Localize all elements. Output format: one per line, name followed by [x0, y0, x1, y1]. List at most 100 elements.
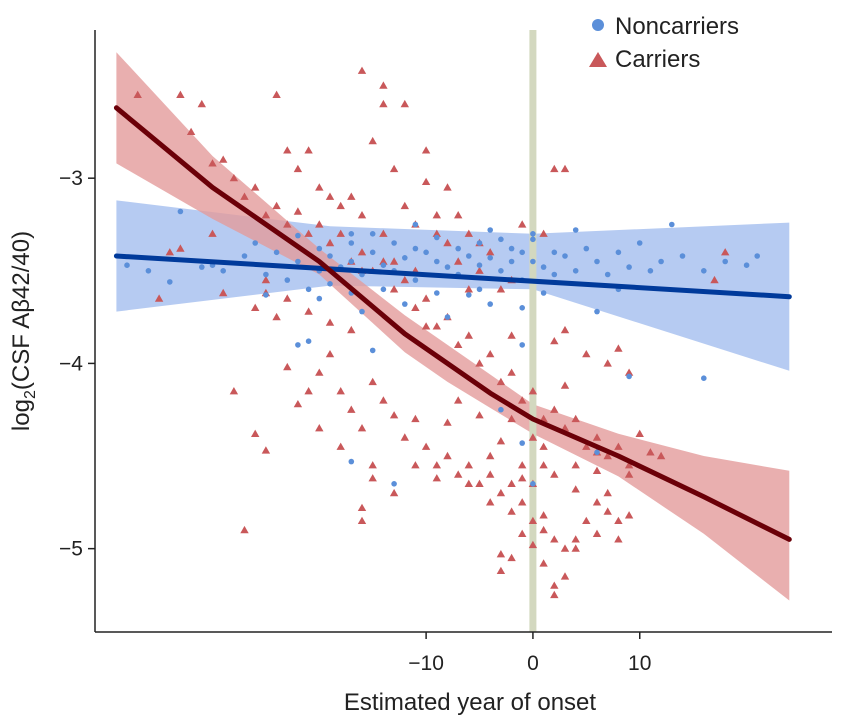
- carrier-point: [721, 248, 730, 256]
- carrier-point: [261, 446, 271, 454]
- y-tick-label: −4: [59, 352, 83, 375]
- carrier-point: [464, 461, 473, 469]
- onset-reference-line: [529, 30, 537, 632]
- y-axis-title: log2(CSF Aβ42/40): [8, 231, 39, 431]
- carrier-point: [518, 461, 527, 469]
- noncarrier-point: [530, 231, 536, 237]
- noncarrier-point: [199, 264, 205, 270]
- carrier-point: [464, 479, 473, 487]
- noncarrier-point: [658, 258, 664, 265]
- y-tick-label: −3: [59, 167, 83, 190]
- noncarrier-point: [241, 253, 248, 259]
- carrier-point: [614, 442, 623, 450]
- carrier-point: [208, 229, 217, 237]
- carrier-point: [539, 442, 548, 450]
- carrier-point: [464, 331, 473, 339]
- noncarrier-point: [508, 258, 515, 265]
- noncarrier-point: [348, 231, 355, 237]
- carrier-point: [496, 488, 506, 497]
- carrier-point: [518, 529, 527, 537]
- carrier-point: [614, 535, 623, 543]
- carrier-point: [315, 183, 324, 191]
- carrier-point: [582, 350, 591, 358]
- carrier-point: [635, 429, 644, 437]
- noncarrier-point: [295, 232, 301, 239]
- carrier-point: [592, 529, 602, 537]
- carrier-point: [475, 479, 484, 487]
- noncarrier-point: [519, 440, 525, 446]
- noncarrier-point: [466, 253, 472, 259]
- carrier-point: [518, 220, 527, 228]
- carrier-point: [475, 266, 484, 274]
- y-axis-title-prefix: log: [8, 399, 35, 431]
- noncarrier-point: [562, 253, 568, 259]
- carrier-point: [379, 396, 388, 404]
- carrier-point: [186, 127, 196, 135]
- carrier-point: [283, 362, 292, 371]
- noncarrier-point: [252, 240, 258, 246]
- carrier-point: [347, 325, 356, 334]
- carrier-point: [486, 248, 495, 256]
- carrier-point: [251, 429, 260, 437]
- carrier-point: [571, 544, 580, 552]
- carrier-point: [496, 377, 506, 386]
- carrier-point: [400, 275, 409, 284]
- carrier-point: [421, 177, 431, 185]
- carrier-point: [304, 229, 313, 237]
- noncarrier-point: [412, 277, 419, 283]
- carrier-point: [165, 248, 174, 256]
- noncarrier-point: [145, 268, 152, 274]
- carrier-point: [464, 285, 473, 293]
- noncarrier-point: [348, 258, 355, 265]
- carrier-point: [400, 99, 409, 108]
- carrier-point: [133, 90, 142, 98]
- carrier-point: [496, 285, 506, 293]
- noncarrier-point: [487, 254, 494, 261]
- noncarrier-point: [295, 342, 301, 348]
- noncarrier-point: [679, 253, 686, 259]
- carrier-point: [432, 229, 441, 237]
- carrier-point: [304, 307, 313, 315]
- carrier-point: [229, 387, 239, 395]
- noncarrier-point: [369, 231, 376, 237]
- carrier-point: [389, 285, 399, 293]
- carrier-point: [475, 411, 484, 419]
- carrier-point: [454, 396, 463, 404]
- noncarrier-point: [498, 236, 504, 243]
- noncarrier-point: [594, 308, 600, 315]
- carrier-point: [614, 516, 623, 524]
- noncarrier-point: [402, 254, 408, 261]
- noncarrier-point: [402, 301, 408, 307]
- carrier-point: [219, 288, 228, 297]
- carrier-point: [571, 461, 580, 469]
- noncarrier-point: [498, 406, 504, 413]
- noncarrier-point: [380, 262, 387, 269]
- carrier-point: [539, 511, 548, 519]
- carrier-point: [229, 174, 239, 182]
- noncarrier-point: [743, 262, 750, 269]
- legend: Noncarriers Carriers: [589, 13, 739, 73]
- noncarrier-point: [669, 221, 675, 228]
- carrier-point: [293, 207, 303, 215]
- carrier-point: [357, 516, 367, 524]
- carrier-point: [208, 159, 217, 167]
- carrier-point: [507, 479, 516, 487]
- noncarrier-point: [594, 449, 600, 456]
- noncarrier-point: [594, 258, 600, 265]
- carrier-point: [486, 498, 495, 506]
- carrier-point: [550, 581, 559, 589]
- carrier-point: [336, 442, 345, 450]
- carrier-point: [197, 99, 206, 108]
- carrier-point: [528, 433, 538, 441]
- carrier-point: [347, 192, 356, 200]
- x-tick-label: 10: [628, 652, 651, 675]
- carrier-point: [357, 66, 367, 74]
- noncarrier-point: [124, 262, 130, 269]
- data-points: [124, 66, 760, 599]
- carrier-point: [432, 211, 441, 219]
- noncarrier-point: [487, 227, 494, 233]
- carrier-point: [240, 525, 249, 534]
- carrier-point: [443, 451, 452, 460]
- carrier-point: [454, 340, 463, 348]
- carrier-point: [389, 488, 399, 497]
